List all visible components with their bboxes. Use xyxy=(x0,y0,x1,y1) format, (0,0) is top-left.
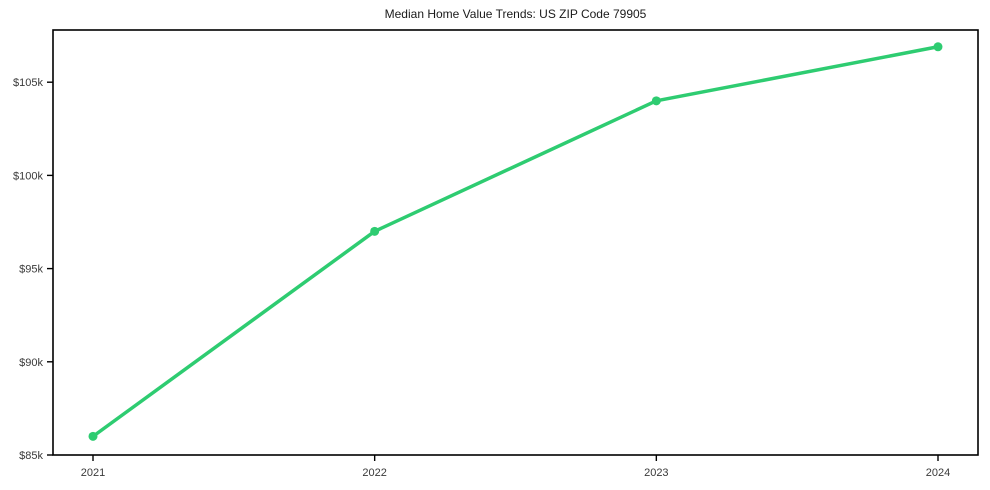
data-point-marker xyxy=(933,42,943,52)
y-tick-label: $85k xyxy=(19,450,43,462)
x-tick-label: 2023 xyxy=(644,467,668,479)
chart-title: Median Home Value Trends: US ZIP Code 79… xyxy=(384,7,647,21)
y-tick-label: $100k xyxy=(13,170,43,182)
trend-line xyxy=(91,45,940,439)
data-point-marker xyxy=(370,226,380,236)
data-point-marker xyxy=(88,431,98,441)
plot-border xyxy=(52,29,979,456)
data-point-marker xyxy=(651,96,661,106)
y-tick-label: $90k xyxy=(19,357,43,369)
x-tick-label: 2021 xyxy=(81,467,105,479)
y-tick-label: $105k xyxy=(13,77,43,89)
x-tick-label: 2022 xyxy=(362,467,386,479)
x-tick-label: 2024 xyxy=(926,467,950,479)
y-tick-label: $95k xyxy=(19,264,43,276)
